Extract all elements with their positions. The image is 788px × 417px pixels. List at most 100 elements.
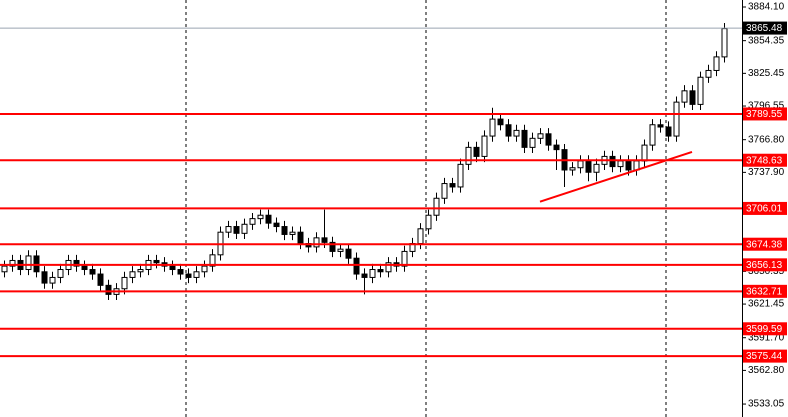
y-tick-label: 3825.45 <box>748 68 785 79</box>
candle-body <box>513 129 520 137</box>
candle-body <box>625 160 632 171</box>
candle-body <box>225 226 232 233</box>
y-tick-label: 3884.10 <box>748 2 785 13</box>
candle-body <box>121 276 128 290</box>
candle-body <box>425 214 432 230</box>
candle-body <box>433 197 440 216</box>
y-tick-label: 3796.55 <box>748 101 785 112</box>
candle-body <box>673 101 680 137</box>
candle-body <box>385 262 392 273</box>
y-tick-label: 3562.80 <box>748 365 785 376</box>
candle-body <box>593 163 600 173</box>
candle-body <box>265 214 272 224</box>
candle-body <box>569 167 576 171</box>
candle-body <box>41 271 48 284</box>
candle-body <box>321 237 328 243</box>
level-label-box <box>743 284 787 298</box>
level-label: 3599.59 <box>746 324 783 335</box>
candle-body <box>329 241 336 252</box>
candle-body <box>529 137 536 148</box>
level-label: 3789.55 <box>746 109 783 120</box>
candle-body <box>705 69 712 78</box>
candle-body <box>73 259 80 267</box>
candle-body <box>545 133 552 146</box>
level-label-box <box>743 322 787 336</box>
y-tick-label: 3621.45 <box>748 299 785 310</box>
candle-body <box>641 144 648 162</box>
candle-body <box>537 133 544 139</box>
current-price-box <box>743 21 787 35</box>
y-tick-label: 3737.90 <box>748 167 785 178</box>
candle-body <box>417 228 424 245</box>
level-label-box <box>743 237 787 251</box>
level-label: 3706.01 <box>746 204 783 215</box>
candle-body <box>681 90 688 103</box>
candle-body <box>657 124 664 128</box>
candle-body <box>25 255 32 271</box>
level-label-box <box>743 349 787 363</box>
candle-body <box>649 124 656 146</box>
level-label-box <box>743 258 787 272</box>
candle-body <box>185 273 192 278</box>
candle-body <box>49 276 56 284</box>
candle-body <box>273 222 280 228</box>
candle-body <box>377 269 384 273</box>
candle-body <box>497 118 504 126</box>
candle-body <box>169 265 176 271</box>
y-tick-label: 3766.80 <box>748 134 785 145</box>
candle-body <box>521 129 528 148</box>
current-price-label: 3865.48 <box>746 23 783 34</box>
candle-body <box>697 76 704 105</box>
candle-body <box>297 231 304 245</box>
candle-body <box>193 271 200 278</box>
candle-body <box>209 254 216 267</box>
level-label-box <box>743 107 787 121</box>
level-label: 3748.63 <box>746 155 783 166</box>
candle-body <box>473 146 480 157</box>
candle-body <box>353 257 360 275</box>
level-label-box <box>743 153 787 167</box>
candle-body <box>177 269 184 275</box>
candle-body <box>241 223 248 234</box>
candle-body <box>201 265 208 273</box>
candle-body <box>9 259 16 267</box>
candle-body <box>585 160 592 173</box>
candle-body <box>89 269 96 275</box>
candle-body <box>137 269 144 273</box>
candle-body <box>449 183 456 188</box>
level-label-box <box>743 201 787 215</box>
y-tick-label: 3854.35 <box>748 35 785 46</box>
candle-body <box>1 265 8 273</box>
candle-body <box>609 155 616 168</box>
level-label: 3674.38 <box>746 239 783 250</box>
candle-body <box>665 126 672 137</box>
candle-body <box>401 250 408 267</box>
candle-body <box>689 90 696 105</box>
candle-body <box>337 248 344 252</box>
candle-body <box>345 248 352 259</box>
candle-body <box>129 271 136 278</box>
candle-body <box>489 118 496 137</box>
candle-body <box>233 226 240 234</box>
candle-body <box>721 28 728 58</box>
candle-body <box>153 259 160 264</box>
candle-body <box>457 163 464 188</box>
candle-body <box>369 269 376 278</box>
candle-body <box>257 214 264 220</box>
candle-body <box>617 160 624 168</box>
candle-body <box>313 237 320 248</box>
candle-body <box>57 269 64 278</box>
level-label: 3575.44 <box>746 351 783 362</box>
level-label: 3632.71 <box>746 286 783 297</box>
candle-body <box>281 226 288 235</box>
candle-body <box>81 265 88 271</box>
candle-body <box>553 144 560 151</box>
level-label: 3656.13 <box>746 260 783 271</box>
candle-body <box>505 124 512 137</box>
candle-body <box>441 183 448 199</box>
candle-body <box>97 273 104 286</box>
candle-body <box>481 135 488 157</box>
candle-body <box>105 284 112 295</box>
